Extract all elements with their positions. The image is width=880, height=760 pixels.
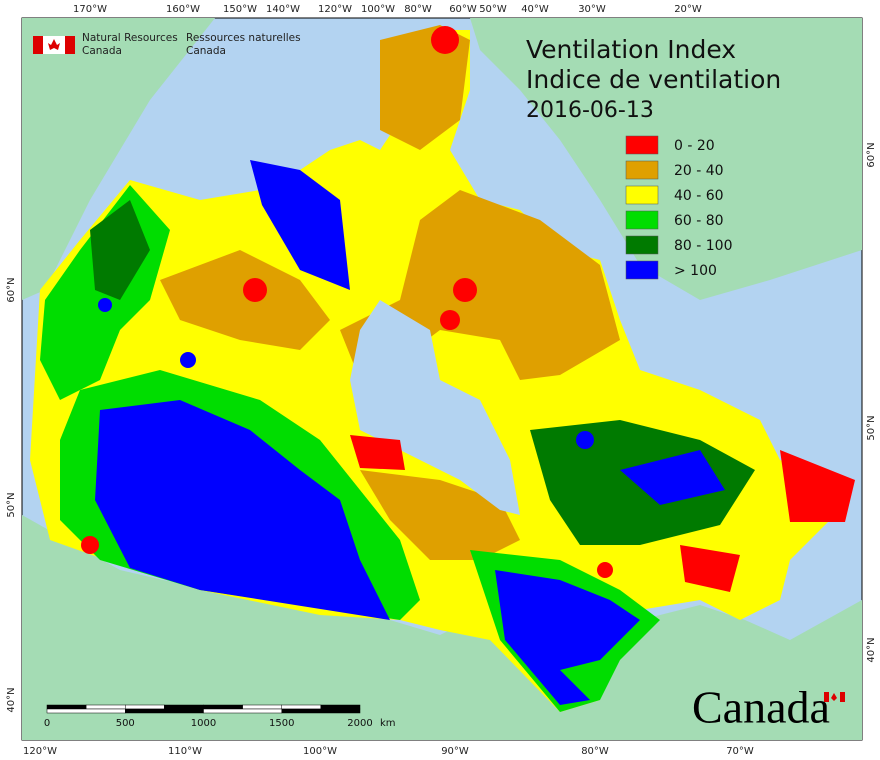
scale-label: 500 <box>116 718 135 729</box>
scale-label: 1000 <box>191 718 216 729</box>
agency-fr: Ressources naturelles <box>186 32 301 44</box>
legend-swatch <box>625 160 659 180</box>
longitude-label: 100°W <box>361 4 395 15</box>
red-spot <box>597 562 613 578</box>
longitude-label: 140°W <box>266 4 300 15</box>
legend-swatch <box>625 185 659 205</box>
title-en: Ventilation Index <box>526 35 736 64</box>
blue-spot <box>180 352 196 368</box>
red-zone <box>350 435 405 470</box>
latitude-label: 50°N <box>866 415 877 440</box>
wordmark-flag <box>831 693 837 701</box>
scale-label: 0 <box>44 718 50 729</box>
wordmark-flag <box>840 692 845 702</box>
agency-en: Natural Resources <box>82 32 178 44</box>
red-zone <box>680 545 740 592</box>
longitude-label: 30°W <box>578 4 606 15</box>
red-spot <box>431 26 459 54</box>
flag-bar <box>33 36 43 54</box>
scale-segment <box>164 704 204 710</box>
red-spot <box>243 278 267 302</box>
scale-unit: km <box>380 718 396 729</box>
legend-label: 20 - 40 <box>674 163 724 179</box>
scale-segment <box>203 704 243 710</box>
orange-zone <box>360 470 520 560</box>
longitude-label: 100°W <box>303 746 337 757</box>
longitude-label: 40°W <box>521 4 549 15</box>
blue-spot <box>98 298 112 312</box>
legend-label: 80 - 100 <box>674 238 733 254</box>
longitude-label: 80°W <box>581 746 609 757</box>
legend-swatch <box>625 235 659 255</box>
blue-spot <box>576 431 594 449</box>
red-spot <box>440 310 460 330</box>
scale-segment <box>281 704 322 710</box>
darkgreen-zone <box>90 200 150 300</box>
red-zone <box>780 450 855 522</box>
orange-zone <box>380 25 470 150</box>
legend-swatch <box>625 260 659 280</box>
blue-zone <box>620 450 725 505</box>
orange-zone <box>160 250 330 350</box>
scale-segment <box>85 704 126 710</box>
longitude-label: 170°W <box>73 4 107 15</box>
map-shapes <box>22 18 862 740</box>
latitude-label: 40°N <box>6 687 17 712</box>
longitude-label: 120°W <box>318 4 352 15</box>
blue-zone <box>250 160 350 290</box>
scale-label: 1500 <box>269 718 294 729</box>
legend-swatch <box>625 135 659 155</box>
red-spot <box>453 278 477 302</box>
flag-leaf <box>48 39 60 50</box>
latitude-label: 50°N <box>6 492 17 517</box>
scale-segment <box>320 704 361 710</box>
flag-bar <box>65 36 75 54</box>
greenland-land <box>470 18 862 300</box>
alaska-land <box>22 18 215 300</box>
longitude-label: 150°W <box>223 4 257 15</box>
legend-label: 60 - 80 <box>674 213 724 229</box>
scale-segment <box>46 708 126 714</box>
latitude-label: 60°N <box>6 277 17 302</box>
longitude-label: 70°W <box>726 746 754 757</box>
longitude-label: 50°W <box>479 4 507 15</box>
longitude-label: 160°W <box>166 4 200 15</box>
longitude-label: 110°W <box>168 746 202 757</box>
title-fr: Indice de ventilation <box>526 65 781 94</box>
longitude-label: 90°W <box>441 746 469 757</box>
longitude-label: 60°W <box>449 4 477 15</box>
scale-segment <box>125 708 204 714</box>
wordmark-flag <box>824 692 829 702</box>
scale-segment <box>125 704 165 710</box>
logo: Natural Resources Canada Ressources natu… <box>33 32 301 57</box>
legend-label: > 100 <box>674 263 717 279</box>
scale-label: 2000 <box>347 718 372 729</box>
blue-zone <box>495 570 640 705</box>
scale-segment <box>242 704 282 710</box>
longitude-label: 80°W <box>404 4 432 15</box>
blue-zone <box>95 400 390 620</box>
wordmark: Canada <box>692 682 830 733</box>
legend-swatch <box>625 210 659 230</box>
hudson-bay <box>350 300 520 515</box>
longitude-label: 20°W <box>674 4 702 15</box>
agency-en: Canada <box>82 45 122 57</box>
map-date: 2016-06-13 <box>526 98 654 123</box>
latitude-label: 40°N <box>866 637 877 662</box>
scale-segment <box>46 704 87 710</box>
legend-label: 0 - 20 <box>674 138 715 154</box>
legend-label: 40 - 60 <box>674 188 724 204</box>
usa-land <box>22 515 862 740</box>
scale-segment <box>281 708 361 714</box>
scale-segment <box>203 708 282 714</box>
red-spot <box>81 536 99 554</box>
longitude-label: 120°W <box>23 746 57 757</box>
latitude-label: 60°N <box>866 142 877 167</box>
agency-fr: Canada <box>186 45 226 57</box>
